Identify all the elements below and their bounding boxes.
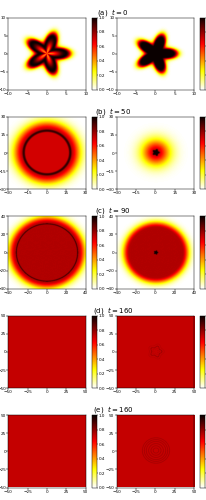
Title: (e)  $t = 160$: (e) $t = 160$ bbox=[92, 404, 132, 415]
Title: (d)  $t = 160$: (d) $t = 160$ bbox=[92, 305, 132, 316]
Title: (c)  $t = 90$: (c) $t = 90$ bbox=[95, 206, 130, 216]
Title: (b)  $t = 50$: (b) $t = 50$ bbox=[94, 106, 130, 117]
Title: (a)  $t = 0$: (a) $t = 0$ bbox=[97, 6, 128, 18]
